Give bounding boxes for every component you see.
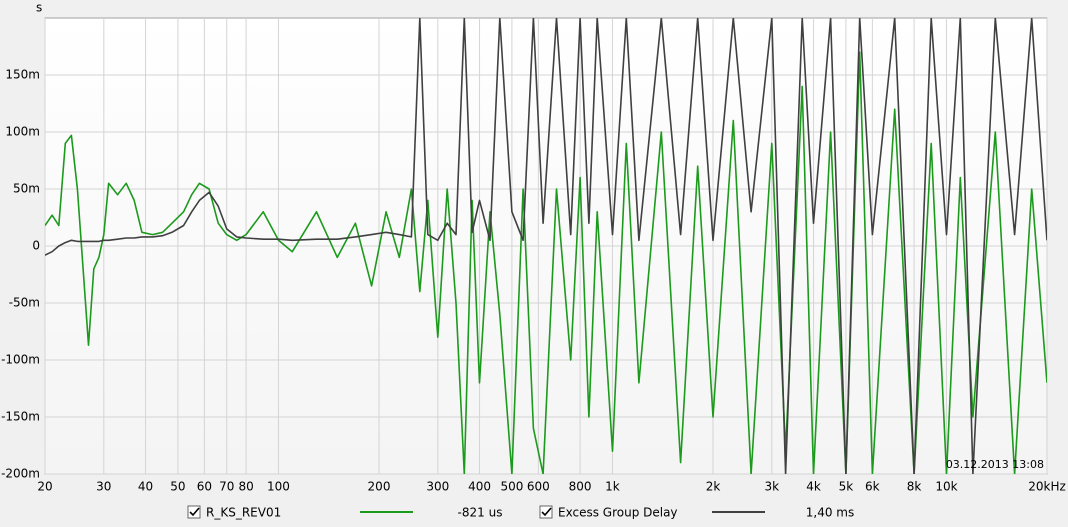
series-line	[45, 51, 1047, 474]
x-tick-label: 3k	[765, 480, 780, 494]
series-line	[45, 18, 1047, 474]
check-mark	[189, 507, 200, 517]
x-tick-label: 4k	[806, 480, 821, 494]
y-tick-label: -50m	[9, 296, 40, 310]
x-tick-label: 20	[37, 480, 52, 494]
y-tick-label: -100m	[1, 353, 40, 367]
y-tick-label: -150m	[1, 410, 40, 424]
y-tick-label: 150m	[5, 68, 40, 82]
x-tick-label: 600	[527, 480, 550, 494]
x-tick-label: 80	[238, 480, 253, 494]
x-tick-label: 50	[170, 480, 185, 494]
x-tick-label: 200	[368, 480, 391, 494]
x-tick-label: 500	[500, 480, 523, 494]
legend-value: 1,40 ms	[806, 506, 854, 520]
x-tick-label: 60	[197, 480, 212, 494]
x-tick-label: 100	[267, 480, 290, 494]
x-tick-label: 5k	[839, 480, 854, 494]
x-tick-label: 40	[138, 480, 153, 494]
x-tick-label: 1k	[605, 480, 620, 494]
y-axis-label: s	[36, 1, 42, 15]
x-tick-label: 6k	[865, 480, 880, 494]
x-tick-label: 30	[96, 480, 111, 494]
y-tick-label: 50m	[13, 182, 40, 196]
timestamp: 03.12.2013 13:08	[946, 458, 1044, 471]
checkbox[interactable]	[187, 505, 201, 519]
x-tick-label: 70	[219, 480, 234, 494]
y-tick-label: 0	[32, 239, 40, 253]
y-tick-label: 100m	[5, 125, 40, 139]
y-tick-label: -200m	[1, 467, 40, 481]
legend-value: -821 us	[458, 506, 503, 520]
legend-label: Excess Group Delay	[558, 506, 678, 520]
x-tick-label: 8k	[907, 480, 922, 494]
legend	[187, 505, 553, 519]
legend-label: R_KS_REV01	[206, 506, 281, 520]
check-mark	[541, 507, 552, 517]
x-tick-label: 20kHz	[1028, 480, 1066, 494]
x-tick-label: 400	[468, 480, 491, 494]
x-tick-label: 800	[569, 480, 592, 494]
x-tick-label: 300	[426, 480, 449, 494]
checkbox[interactable]	[539, 505, 553, 519]
x-tick-label: 10k	[935, 480, 957, 494]
x-tick-label: 2k	[706, 480, 721, 494]
